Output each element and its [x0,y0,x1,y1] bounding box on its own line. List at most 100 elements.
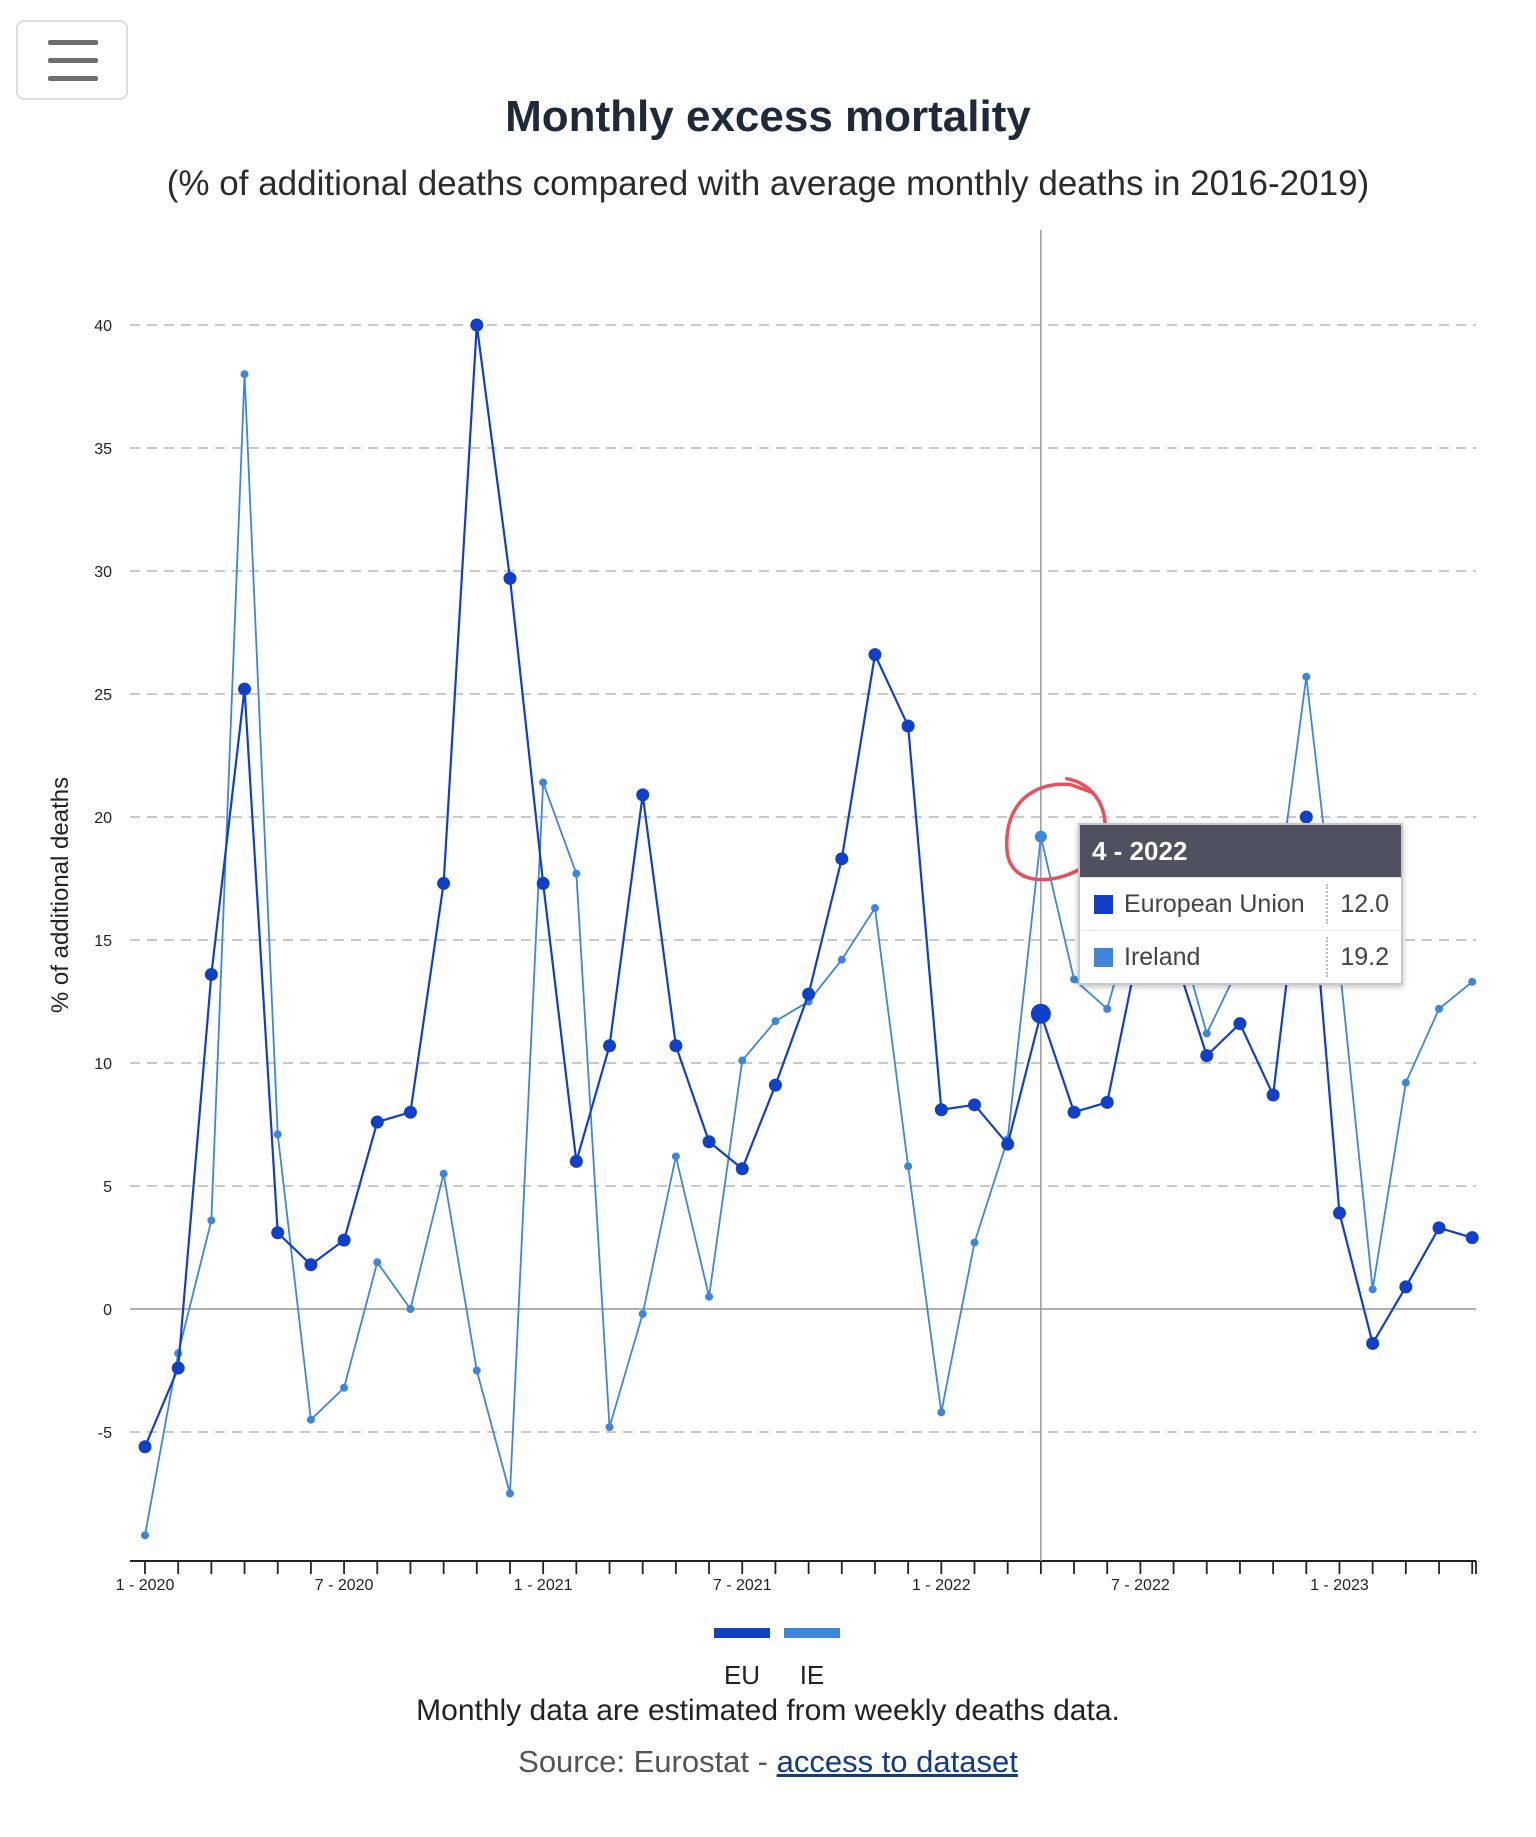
x-tick-label: 1 - 2020 [116,1577,175,1594]
data-point-eu [603,1039,617,1053]
tooltip-header: 4 - 2022 [1080,825,1401,877]
data-point-eu [1266,1088,1280,1102]
data-point-ie [207,1216,216,1225]
data-point-ie [1302,672,1311,681]
legend-item-ie[interactable]: IE [767,1628,857,1691]
menu-button[interactable] [16,20,128,100]
data-point-eu [901,719,915,733]
x-tick-label: 7 - 2021 [713,1577,772,1594]
data-point-ie [306,1415,315,1424]
x-tick-label: 7 - 2020 [315,1577,374,1594]
data-point-eu [934,1103,948,1117]
y-tick-label: 30 [94,564,112,581]
chart-subtitle: (% of additional deaths compared with av… [166,164,1370,203]
source-line: Source: Eurostat - access to dataset [0,1744,1536,1780]
tooltip-series-value: 12.0 [1340,890,1389,918]
data-point-ie [1368,1285,1377,1294]
data-point-eu [1200,1049,1214,1063]
data-point-eu [669,1039,683,1053]
x-tick-label: 1 - 2021 [514,1577,573,1594]
ie-swatch-icon [1094,948,1113,967]
data-point-ie [638,1309,647,1318]
dataset-link[interactable]: access to dataset [776,1744,1018,1779]
data-point-ie [1401,1078,1410,1087]
data-point-eu [470,318,484,332]
legend-item-eu[interactable]: EU [697,1628,787,1691]
data-point-eu [370,1115,384,1129]
data-point-eu [204,967,218,981]
data-point-ie [1103,1004,1112,1013]
data-point-ie [904,1162,913,1171]
y-tick-label: 15 [94,933,112,950]
data-point-eu [1100,1095,1114,1109]
data-point-eu [238,682,252,696]
data-point-eu [968,1098,981,1112]
x-tick-label: 1 - 2022 [912,1577,971,1594]
data-point-ie [340,1383,349,1392]
hamburger-menu-icon-bar [48,76,98,81]
data-point-eu [1332,1206,1346,1220]
tooltip-row-ie: Ireland 19.2 [1080,930,1401,983]
eu-legend-swatch-icon [714,1628,770,1638]
data-point-eu [1299,810,1313,824]
data-point-eu [702,1135,716,1149]
data-point-eu [1001,1137,1015,1151]
source-prefix: Source: Eurostat - [518,1744,777,1779]
y-tick-label: 20 [94,810,112,827]
data-point-ie [671,1152,680,1161]
data-point-ie [605,1423,614,1432]
tooltip-separator [1326,884,1328,924]
y-tick-label: 35 [94,441,112,458]
data-point-eu [636,788,650,802]
line-chart: -5 0 5 10 15 20 25 30 35 40 % of additional deaths… [47,230,1479,1594]
footnote: Monthly data are estimated from weekly d… [416,1694,1120,1727]
data-point-eu [271,1226,285,1240]
data-point-eu [171,1361,185,1375]
data-point-eu [138,1440,152,1454]
data-point-ie [273,1130,282,1139]
x-tick-label: 7 - 2022 [1111,1577,1170,1594]
y-tick-label: 5 [103,1179,112,1196]
y-tick-label: -5 [98,1425,112,1442]
data-point-eu [1067,1105,1081,1119]
data-point-eu [768,1078,782,1092]
data-point-eu [735,1162,749,1176]
data-point-ie [970,1238,979,1247]
legend-label: EU [723,1660,761,1690]
y-tick-label: 25 [94,687,112,704]
data-point-ie [141,1531,149,1540]
data-point-ie [539,778,548,787]
tooltip-series-value: 19.2 [1340,943,1389,971]
data-point-ie [439,1169,448,1178]
data-point-eu [536,876,550,890]
data-point-eu [403,1105,417,1119]
data-point-ie [505,1489,514,1498]
data-point-ie [1202,1029,1211,1038]
data-tooltip: 4 - 2022 European Union 12.0 Ireland 19.… [1078,823,1403,985]
data-point-eu [1399,1280,1413,1294]
data-point-ie [870,904,879,913]
tooltip-separator [1326,937,1328,977]
ie-legend-swatch-icon [784,1628,840,1638]
data-point-eu [569,1154,583,1168]
data-point-ie [406,1305,415,1313]
data-point-eu [304,1258,318,1272]
data-point-eu [337,1233,351,1247]
data-point-ie [373,1258,382,1267]
data-point-ie [705,1292,714,1301]
data-point-ie [240,370,249,379]
data-point-eu [802,987,816,1001]
data-point-ie [1034,830,1047,843]
data-point-ie [771,1017,780,1026]
hamburger-menu-icon-bar [48,58,98,63]
data-point-ie [937,1408,946,1417]
tooltip-row-eu: European Union 12.0 [1080,877,1401,930]
data-point-eu [868,648,882,662]
x-tick-label: 1 - 2023 [1310,1577,1369,1594]
data-point-ie [1070,975,1079,984]
data-point-ie [837,955,846,964]
data-point-ie [1468,977,1477,986]
annotation-circle [1005,776,1107,882]
chart-title: Monthly excess mortality [505,92,1031,141]
y-axis-title: % of additional deaths [47,777,74,1013]
